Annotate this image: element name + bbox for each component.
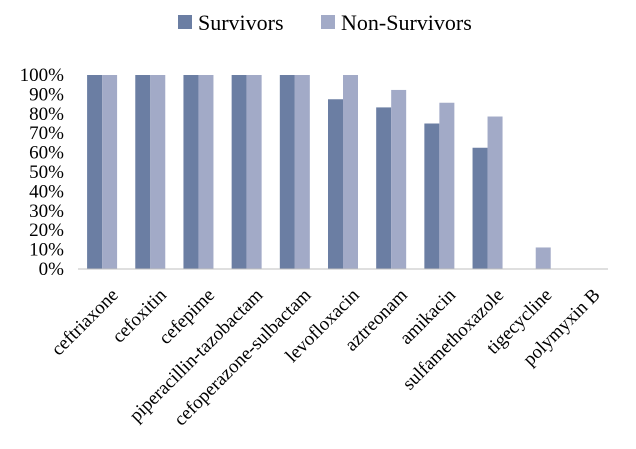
y-tick-label: 100% — [20, 65, 65, 86]
bar-survivors — [424, 123, 440, 269]
y-tick-label: 90% — [29, 84, 64, 105]
bar-survivors — [376, 107, 392, 269]
bar-non-survivors — [246, 75, 262, 269]
x-axis: ceftriaxonecefoxitincefepimepiperacillin… — [47, 284, 604, 430]
x-tick-label: ceftriaxone — [47, 285, 122, 360]
y-tick-label: 10% — [29, 240, 64, 261]
bar-survivors — [135, 75, 151, 269]
y-tick-label: 40% — [29, 181, 64, 202]
y-tick-label: 60% — [29, 143, 64, 164]
bar-survivors — [183, 75, 199, 269]
bar-survivors — [328, 99, 343, 269]
bar-non-survivors — [391, 89, 407, 269]
bar-survivors — [231, 75, 247, 269]
legend-swatch-non-survivors — [321, 15, 335, 29]
legend-swatch-survivors — [178, 15, 192, 29]
bar-non-survivors — [439, 102, 455, 269]
bar-non-survivors — [294, 75, 310, 269]
y-tick-label: 30% — [29, 201, 64, 222]
y-tick-label: 0% — [39, 259, 65, 280]
legend-label-survivors: Survivors — [198, 10, 284, 35]
legend-label-non-survivors: Non-Survivors — [341, 10, 472, 35]
bar-survivors — [279, 75, 295, 269]
bar-non-survivors — [198, 75, 214, 269]
bar-non-survivors — [487, 116, 503, 270]
y-tick-label: 20% — [29, 220, 64, 241]
y-axis: 0%10%20%30%40%50%60%70%80%90%100% — [20, 65, 65, 280]
bar-non-survivors — [535, 247, 551, 269]
bar-non-survivors — [343, 75, 358, 269]
bars — [87, 75, 551, 270]
bar-non-survivors — [150, 75, 166, 269]
legend: Survivors Non-Survivors — [178, 10, 472, 35]
y-tick-label: 80% — [29, 104, 64, 125]
bar-non-survivors — [102, 75, 118, 269]
bar-survivors — [472, 147, 488, 269]
bar-survivors — [87, 75, 103, 269]
y-tick-label: 70% — [29, 123, 64, 144]
y-tick-label: 50% — [29, 162, 64, 183]
